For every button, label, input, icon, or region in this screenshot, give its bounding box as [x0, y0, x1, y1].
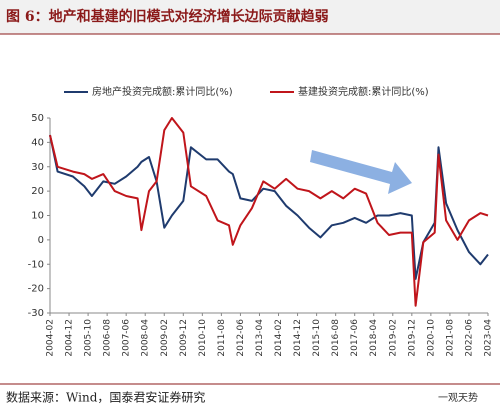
x-tick-label: 2006-08 [103, 319, 113, 357]
x-tick-label: 2021-08 [445, 319, 455, 357]
y-tick-label: -20 [28, 284, 44, 295]
y-tick-label: 20 [31, 186, 44, 197]
y-tick-label: 10 [31, 211, 44, 222]
x-tick-label: 2016-08 [331, 319, 341, 357]
y-tick-label: -10 [28, 259, 44, 270]
x-tick-label: 2015-10 [312, 319, 322, 357]
y-tick-label: -30 [28, 308, 44, 319]
watermark: 一观天势 [438, 391, 478, 404]
x-tick-label: 2022-06 [464, 319, 474, 357]
y-tick-label: 0 [38, 235, 44, 246]
x-tick-label: 2009-02 [160, 319, 170, 357]
source: 数据来源：Wind，国泰君安证券研究 [6, 390, 205, 405]
x-tick-label: 2019-12 [407, 319, 417, 357]
x-tick-label: 2008-04 [141, 319, 151, 357]
x-tick-label: 2014-12 [293, 319, 303, 357]
legend-label: 基建投资完成额:累计同比(%) [298, 85, 429, 98]
x-tick-label: 2004-12 [65, 319, 75, 357]
y-tick-label: 40 [31, 137, 44, 148]
x-tick-label: 2014-02 [274, 319, 284, 357]
x-tick-label: 2012-06 [236, 319, 246, 357]
x-tick-label: 2018-04 [369, 319, 379, 357]
x-tick-label: 2013-04 [255, 319, 265, 357]
chart-title: 图 6：地产和基建的旧模式对经济增长边际贡献趋弱 [6, 8, 329, 25]
series-line [49, 117, 489, 307]
x-tick-label: 2007-06 [122, 319, 132, 357]
trend-arrow [310, 150, 412, 194]
x-tick-label: 2017-06 [350, 319, 360, 357]
x-tick-label: 2019-02 [388, 319, 398, 357]
x-tick-label: 2023-04 [484, 319, 494, 357]
legend-label: 房地产投资完成额:累计同比(%) [92, 85, 233, 98]
x-tick-label: 2009-12 [179, 319, 189, 357]
x-tick-label: 2004-02 [46, 319, 56, 357]
y-tick-label: 50 [31, 113, 44, 124]
title-band [0, 0, 500, 34]
series-line [49, 134, 489, 280]
y-tick-label: 30 [31, 162, 44, 173]
x-tick-label: 2010-10 [198, 319, 208, 357]
x-tick-label: 2005-10 [84, 319, 94, 357]
x-tick-label: 2011-08 [217, 319, 227, 357]
x-tick-label: 2020-10 [426, 319, 436, 357]
